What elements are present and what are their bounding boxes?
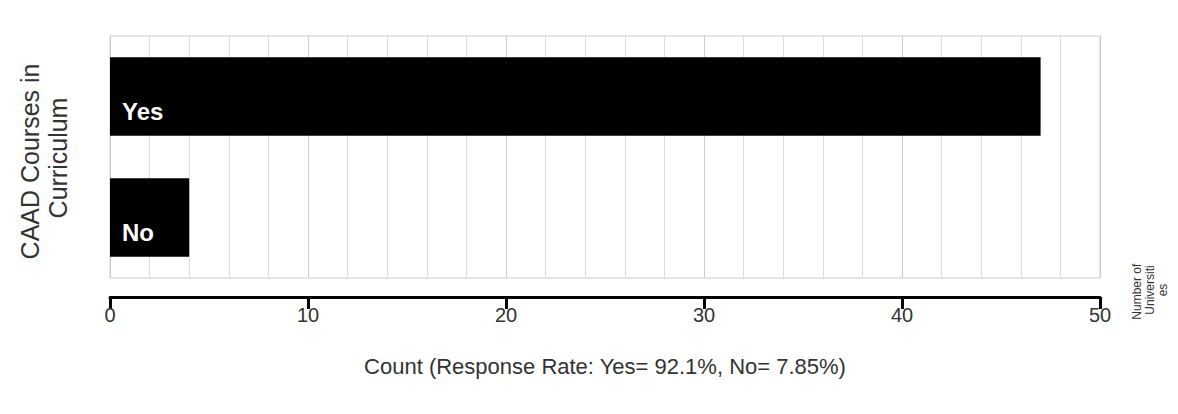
svg-text:10: 10 [297,304,319,326]
svg-text:Number of: Number of [1130,260,1144,319]
svg-text:Count (Response Rate: Yes= 92.: Count (Response Rate: Yes= 92.1%, No= 7.… [364,354,846,379]
svg-text:0: 0 [104,304,115,326]
svg-text:No: No [122,219,154,246]
svg-text:es: es [1156,284,1170,297]
svg-text:40: 40 [891,304,913,326]
svg-text:Yes: Yes [122,98,163,125]
svg-text:20: 20 [495,304,517,326]
svg-text:30: 30 [693,304,715,326]
svg-text:Universiti: Universiti [1143,265,1157,314]
svg-text:Curriculum: Curriculum [44,98,72,219]
svg-text:CAAD Courses in: CAAD Courses in [16,57,44,260]
svg-text:50: 50 [1089,304,1111,326]
